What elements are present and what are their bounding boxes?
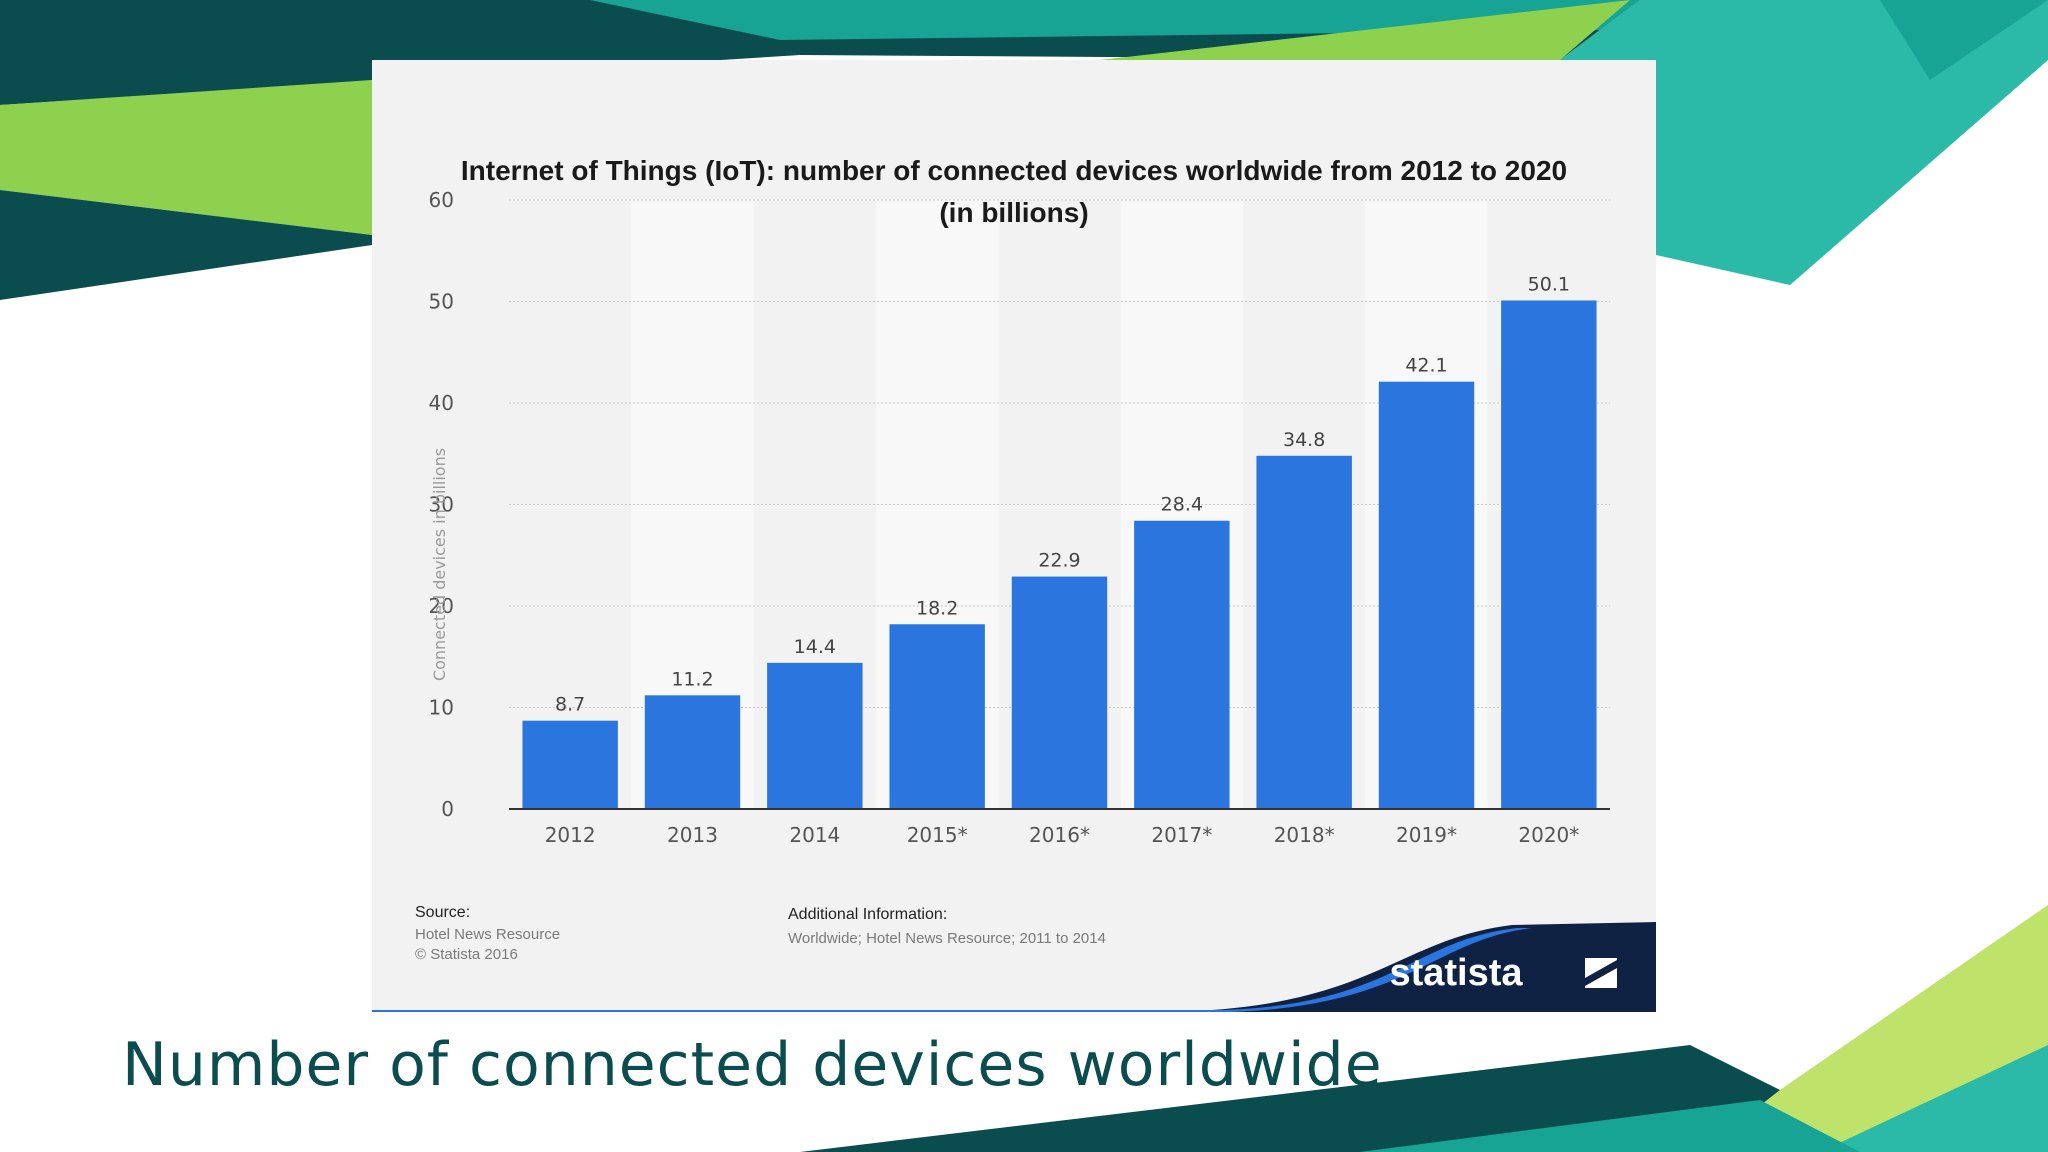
data-label: 11.2 (671, 668, 713, 690)
bar (889, 624, 985, 809)
y-tick-label: 60 (429, 188, 454, 212)
y-tick-label: 40 (429, 391, 454, 415)
data-label: 34.8 (1283, 429, 1325, 451)
data-label: 50.1 (1528, 273, 1570, 295)
x-tick-label: 2019* (1396, 823, 1457, 847)
bar (644, 695, 741, 809)
additional-info-line: Worldwide; Hotel News Resource; 2011 to … (788, 930, 1106, 947)
x-tick-label: 2016* (1029, 823, 1090, 847)
data-label: 42.1 (1405, 355, 1447, 377)
bar (1378, 381, 1475, 809)
bar (1256, 455, 1352, 809)
y-tick-label: 0 (441, 797, 454, 821)
y-axis-label: Connected devices in billions (430, 448, 449, 681)
y-tick-label: 20 (429, 594, 454, 618)
source-line: Hotel News Resource (415, 926, 561, 943)
y-tick-label: 50 (429, 290, 454, 314)
bg-shape-dark-bottom (800, 1045, 1780, 1152)
bg-shape-green-left (0, 80, 372, 235)
x-tick-label: 2013 (667, 823, 718, 847)
chart-plot: 0 10 20 30 40 50 60 Connected devices in billio… (429, 188, 1610, 847)
x-tick-label: 2014 (789, 823, 840, 847)
bg-shape-teal-bottom-right (1820, 1045, 2048, 1152)
bar (1011, 576, 1108, 809)
bg-shape-teal-bottom (1360, 1100, 1860, 1152)
additional-info-label: Additional Information: (788, 906, 948, 923)
source-label: Source: (415, 904, 471, 921)
data-label: 28.4 (1161, 494, 1203, 516)
bg-shape-green-top-right (1100, 0, 1630, 60)
bar (767, 662, 863, 809)
chart-title: Internet of Things (IoT): number of conn… (460, 155, 1568, 228)
data-label: 18.2 (916, 597, 958, 619)
x-tick-label: 2015* (907, 823, 968, 847)
statista-branding: statista (372, 922, 1656, 1012)
y-tick-label: 10 (429, 696, 454, 720)
x-tick-label: 2017* (1151, 823, 1212, 847)
statista-logo-icon (1585, 958, 1617, 988)
bar (522, 720, 618, 809)
statista-logo-text: statista (1389, 952, 1523, 994)
x-tick-label: 2012 (545, 823, 596, 847)
data-label: 14.4 (794, 636, 836, 658)
bg-shape-teal-band-right (1880, 0, 2048, 80)
data-label: 8.7 (555, 694, 585, 716)
chart-card: 0 10 20 30 40 50 60 Connected devices in billio… (372, 60, 1656, 1012)
source-line: © Statista 2016 (415, 946, 518, 963)
bar (1501, 300, 1597, 809)
y-tick-label: 30 (429, 493, 454, 517)
bg-shape-dark-top (0, 0, 800, 105)
bar (1134, 520, 1230, 809)
x-tick-label: 2018* (1274, 823, 1335, 847)
x-tick-label: 2020* (1518, 823, 1579, 847)
bg-shape-dark-left (0, 190, 372, 300)
slide-caption: Number of connected devices worldwide (122, 1030, 1383, 1100)
data-label: 22.9 (1038, 550, 1080, 572)
